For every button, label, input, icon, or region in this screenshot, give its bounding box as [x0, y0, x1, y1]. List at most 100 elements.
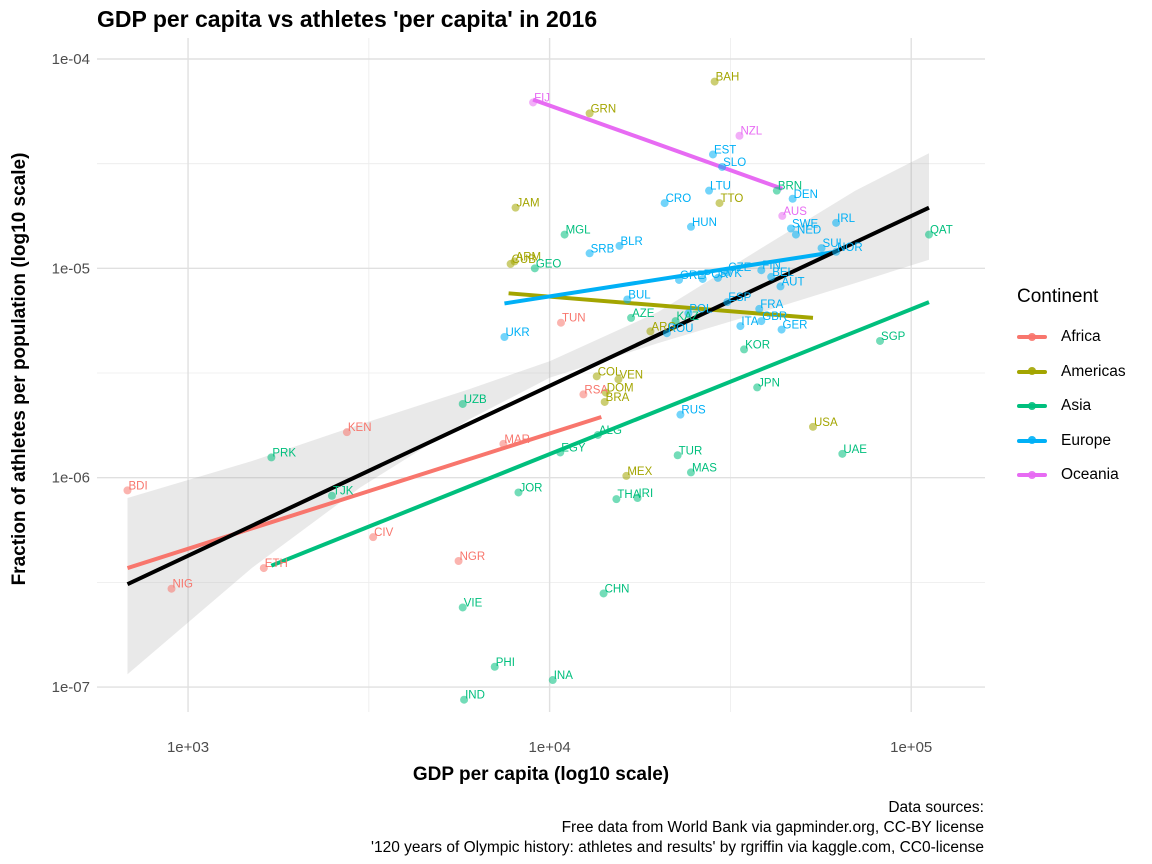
point-label: LTU [710, 181, 731, 193]
point-label: UZB [464, 394, 487, 406]
legend-title: Continent [1017, 286, 1099, 307]
data-point [772, 186, 781, 195]
point-label: BUL [628, 289, 651, 301]
data-point [718, 162, 727, 171]
point-label: AUT [781, 276, 804, 288]
point-label: ETH [265, 558, 288, 570]
data-point [585, 249, 594, 258]
confidence-band [127, 153, 929, 675]
point-label: HUN [692, 217, 717, 229]
point-label: IND [465, 690, 485, 702]
data-point [548, 676, 557, 685]
fit-line-oceania [532, 97, 783, 191]
data-point [788, 194, 797, 203]
point-label: UKR [505, 327, 529, 339]
point-label: TJK [333, 486, 354, 498]
point-label: AUS [783, 206, 807, 218]
point-label: GEO [536, 258, 562, 270]
caption-line: Data sources: [888, 799, 984, 816]
data-point [776, 282, 785, 291]
legend-key-africa [1017, 332, 1047, 341]
legend-key-europe [1017, 436, 1047, 445]
point-label: BLR [620, 236, 642, 248]
point-label: FIJ [534, 92, 550, 104]
point-label: CHN [605, 583, 630, 595]
legend: Continent Africa Americas Asia Europe Oc… [1017, 286, 1126, 493]
legend-key-asia [1017, 401, 1047, 410]
data-point [676, 410, 685, 419]
data-point [646, 327, 655, 336]
point-label: CZE [728, 262, 751, 274]
point-label: GBR [762, 311, 787, 323]
point-label: IRI [638, 488, 653, 500]
data-point [713, 273, 722, 282]
data-point [454, 557, 463, 566]
legend-label: Americas [1061, 362, 1126, 380]
point-label: ROU [668, 323, 694, 335]
point-label: MAS [692, 462, 717, 474]
caption: Data sources: Free data from World Bank … [371, 798, 984, 858]
point-label: NGR [460, 551, 486, 563]
fit-line-europe [504, 249, 837, 306]
point-label: PHI [496, 657, 515, 669]
data-point [556, 318, 565, 327]
data-point [579, 390, 588, 399]
point-label: NOR [837, 242, 863, 254]
point-label: EGY [561, 442, 586, 454]
overall-fit-line [126, 205, 930, 586]
data-point [753, 383, 762, 392]
data-point [715, 199, 724, 208]
point-label: NZL [740, 126, 762, 138]
point-label: MAR [504, 434, 530, 446]
legend-key-oceania [1017, 470, 1047, 479]
point-label: THA [617, 489, 640, 501]
fit-line-africa [126, 415, 602, 571]
data-point [592, 372, 601, 381]
point-label: TTO [720, 193, 743, 205]
point-label: SVK [719, 268, 742, 280]
data-point [876, 336, 885, 345]
point-label: POL [689, 303, 713, 315]
data-point [791, 230, 800, 239]
data-point [723, 268, 732, 277]
point-label: ALG [599, 425, 622, 437]
data-point [556, 448, 565, 457]
point-label: INA [554, 670, 574, 682]
point-label: EST [714, 144, 736, 156]
data-point [838, 449, 847, 458]
point-label: VEN [619, 369, 643, 381]
point-label: CRO [666, 193, 692, 205]
point-label: TUN [562, 313, 586, 325]
point-label: TUR [679, 445, 703, 457]
data-point [924, 230, 933, 239]
confidence-band-area [127, 153, 929, 675]
data-point [705, 186, 714, 195]
legend-label: Africa [1061, 328, 1101, 346]
point-label: SRB [591, 243, 615, 255]
data-point [736, 322, 745, 331]
points [123, 77, 933, 704]
point-label: USA [814, 417, 838, 429]
data-point [615, 241, 624, 250]
x-tick-label: 1e+05 [890, 739, 932, 756]
x-axis-label: GDP per capita (log10 scale) [413, 764, 669, 785]
point-label: CUB [512, 254, 537, 266]
data-point [167, 584, 176, 593]
data-point [593, 430, 602, 439]
point-label: KEN [348, 422, 372, 434]
data-point [369, 533, 378, 542]
x-axis-ticks: 1e+03 1e+04 1e+05 [167, 739, 932, 756]
y-tick-label: 1e-05 [52, 260, 90, 277]
legend-label: Europe [1061, 431, 1111, 449]
legend-item-oceania: Oceania [1017, 458, 1126, 493]
data-point [327, 491, 336, 500]
data-point [684, 309, 693, 318]
data-point [123, 486, 132, 495]
point-label: SUI [823, 238, 842, 250]
data-point [698, 274, 707, 283]
legend-item-africa: Africa [1017, 320, 1126, 355]
point-label: PRK [272, 447, 296, 459]
grid [97, 38, 985, 712]
point-label: NIG [173, 579, 194, 591]
